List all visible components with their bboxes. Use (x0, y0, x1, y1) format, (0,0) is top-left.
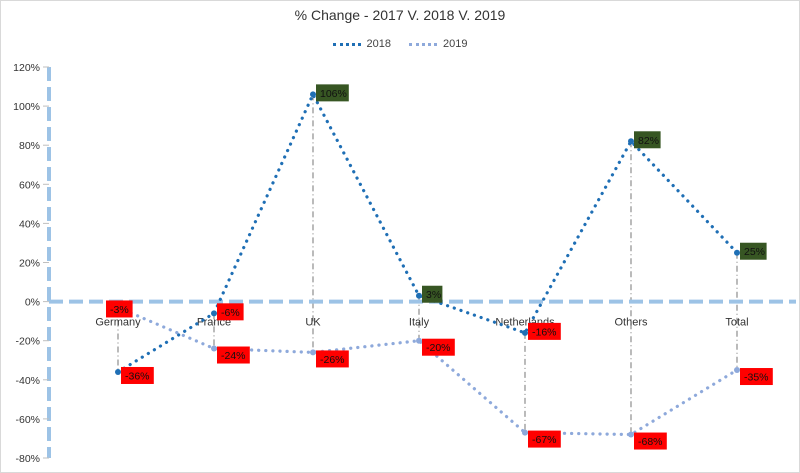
data-label-2019: -68% (638, 436, 663, 448)
legend-swatch-2018 (332, 42, 361, 46)
data-label-2018: -36% (125, 370, 150, 382)
data-label-box-2019 (217, 346, 250, 364)
data-label-2019: -24% (221, 350, 246, 362)
data-label-box-2018 (740, 242, 767, 260)
data-point-2019 (734, 367, 740, 374)
data-point-2019 (211, 345, 217, 352)
data-point-2018 (211, 310, 217, 317)
data-label-box-2019 (740, 368, 773, 386)
data-label-2019: -26% (320, 354, 345, 366)
x-category-label: Others (614, 317, 648, 329)
data-label-2019: -67% (532, 434, 557, 446)
legend-item-2019: 2019 (409, 38, 467, 50)
x-category-label: Total (725, 317, 748, 329)
data-label-2018: -16% (532, 326, 557, 338)
legend-swatch-2019 (409, 42, 437, 46)
data-point-2019 (310, 349, 316, 356)
x-category-label: Germany (95, 317, 141, 329)
y-tick-label: 80% (19, 140, 40, 152)
data-label-box-2018 (316, 84, 349, 102)
data-point-2019 (522, 429, 528, 436)
data-label-box-2019 (316, 350, 349, 368)
y-tick-label: -40% (15, 375, 40, 387)
chart-legend: 2018 2019 (1, 38, 799, 50)
y-tick-label: -60% (15, 414, 40, 426)
y-tick-label: 20% (19, 258, 40, 270)
data-label-box-2018 (121, 366, 154, 384)
data-point-2018 (734, 249, 740, 256)
legend-label-2018: 2018 (366, 38, 391, 50)
data-point-2019 (416, 337, 422, 344)
data-point-2018 (115, 368, 121, 375)
data-label-2018: 25% (744, 246, 765, 258)
data-point-2018 (310, 91, 316, 98)
data-label-2019: -20% (426, 342, 451, 354)
data-label-2019: -3% (110, 304, 129, 316)
data-point-2019 (628, 431, 634, 438)
data-label-2018: 82% (638, 135, 659, 147)
y-tick-label: -80% (15, 453, 40, 465)
data-point-2018 (522, 329, 528, 336)
data-label-box-2018 (634, 131, 661, 149)
data-label-2018: 106% (320, 88, 347, 100)
data-label-box-2019 (422, 338, 455, 356)
y-tick-label: 120% (13, 62, 40, 74)
y-tick-label: 100% (13, 101, 40, 113)
data-label-2018: -6% (221, 307, 240, 319)
legend-label-2019: 2019 (443, 38, 468, 50)
y-tick-label: 40% (19, 218, 40, 230)
y-tick-label: -20% (15, 336, 40, 348)
data-label-box-2018 (422, 285, 443, 303)
data-label-box-2019 (106, 300, 133, 318)
data-label-2019: -35% (744, 372, 769, 384)
x-category-label: UK (305, 317, 321, 329)
data-label-2018: 3% (426, 289, 441, 301)
data-label-box-2018 (217, 303, 244, 321)
data-label-box-2019 (528, 430, 561, 448)
data-label-box-2018 (528, 322, 561, 340)
y-tick-label: 0% (25, 297, 40, 309)
data-label-box-2019 (634, 432, 667, 450)
y-tick-label: 60% (19, 179, 40, 191)
legend-item-2018: 2018 (332, 38, 391, 50)
x-category-label: Italy (409, 317, 430, 329)
chart-title: % Change - 2017 V. 2018 V. 2019 (294, 7, 506, 23)
data-point-2018 (416, 292, 422, 299)
data-point-2018 (628, 138, 634, 145)
